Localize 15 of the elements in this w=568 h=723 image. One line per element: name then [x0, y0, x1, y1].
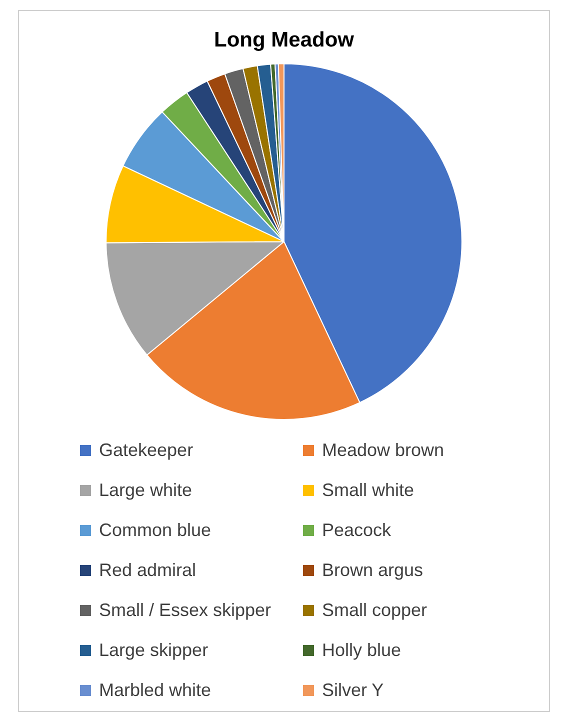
legend-label: Gatekeeper — [98, 440, 194, 461]
legend-label: Brown argus — [321, 560, 424, 581]
legend-label: Holly blue — [321, 640, 402, 661]
legend-label: Large skipper — [98, 640, 210, 661]
legend-label: Small copper — [321, 600, 428, 621]
legend-label: Marbled white — [98, 680, 212, 701]
chart-title: Long Meadow — [214, 28, 355, 52]
legend-label: Peacock — [321, 520, 392, 541]
legend-label: Silver Y — [321, 680, 385, 701]
legend-label: Meadow brown — [321, 440, 446, 461]
legend-label: Red admiral — [98, 560, 198, 581]
legend-label: Common blue — [98, 520, 212, 541]
legend-label: Small / Essex skipper — [98, 600, 272, 621]
legend-label: Small white — [321, 480, 416, 501]
legend-label: Large white — [98, 480, 194, 501]
